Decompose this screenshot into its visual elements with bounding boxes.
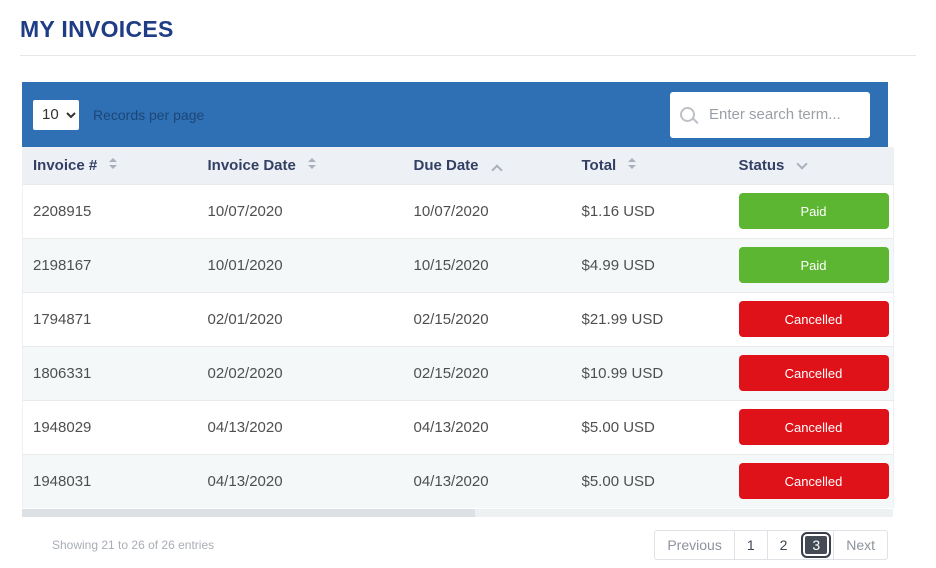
table-header-row: Invoice # Invoice Date Due Date Total St… [22,147,894,184]
page-button-3-active[interactable]: 3 [801,532,832,558]
sort-both-icon [109,157,118,169]
title-divider [20,55,916,56]
table-row: 1794871 02/01/2020 02/15/2020 $21.99 USD… [22,291,894,346]
status-cell: Cancelled [728,453,894,508]
page-button-2[interactable]: 2 [766,531,800,559]
search-box[interactable] [670,91,870,138]
invoice-number-cell: 1948031 [22,453,198,508]
status-cell: Cancelled [728,345,894,400]
status-badge[interactable]: Cancelled [738,355,889,391]
records-per-page-label: Records per page [93,106,205,123]
invoice-date-cell: 02/02/2020 [197,345,404,400]
invoice-date-cell: 04/13/2020 [197,453,404,508]
chevron-down-icon [796,158,809,170]
status-cell: Paid [728,237,894,292]
due-date-cell: 02/15/2020 [403,291,572,346]
invoice-number-cell: 2208915 [22,183,198,238]
column-label: Invoice # [33,156,98,174]
total-cell: $21.99 USD [571,291,729,346]
table-row: 1806331 02/02/2020 02/15/2020 $10.99 USD… [22,345,894,400]
column-label: Total [581,156,617,174]
entries-summary: Showing 21 to 26 of 26 entries [52,538,215,552]
status-badge[interactable]: Cancelled [738,409,889,445]
invoice-number-cell: 1794871 [22,291,198,346]
chevron-up-icon [490,164,503,176]
status-badge[interactable]: Cancelled [738,301,889,337]
horizontal-scrollbar-track[interactable] [22,509,893,517]
records-per-page-select[interactable]: 10 [33,99,79,130]
total-cell: $5.00 USD [571,399,729,454]
table-footer: Showing 21 to 26 of 26 entries Previous … [22,530,888,560]
column-header-invoice-date[interactable]: Invoice Date [197,147,404,184]
search-input[interactable] [707,105,857,124]
status-badge[interactable]: Paid [738,193,889,229]
table-controls-bar: 10 Records per page [22,82,888,147]
status-badge[interactable]: Paid [738,247,889,283]
table-row: 1948029 04/13/2020 04/13/2020 $5.00 USD … [22,399,894,454]
pagination: Previous 1 2 3 Next [654,530,888,560]
due-date-cell: 10/15/2020 [403,237,572,292]
horizontal-scrollbar-thumb[interactable] [22,509,475,517]
column-header-invoice-number[interactable]: Invoice # [22,147,198,184]
due-date-cell: 04/13/2020 [403,453,572,508]
column-header-status[interactable]: Status [728,147,894,184]
table-row: 2198167 10/01/2020 10/15/2020 $4.99 USD … [22,237,894,292]
total-cell: $1.16 USD [571,183,729,238]
due-date-cell: 02/15/2020 [403,345,572,400]
search-icon [680,107,695,122]
sort-both-icon [307,157,316,169]
invoice-date-cell: 10/07/2020 [197,183,404,238]
column-header-due-date[interactable]: Due Date [403,147,572,184]
status-cell: Cancelled [728,399,894,454]
invoice-number-cell: 1806331 [22,345,198,400]
total-cell: $4.99 USD [571,237,729,292]
table-row: 1948031 04/13/2020 04/13/2020 $5.00 USD … [22,453,894,508]
column-label: Status [738,156,785,174]
next-page-button[interactable]: Next [833,531,887,559]
due-date-cell: 04/13/2020 [403,399,572,454]
invoices-table: Invoice # Invoice Date Due Date Total St… [22,147,894,508]
column-label: Due Date [413,156,479,174]
column-header-total[interactable]: Total [571,147,729,184]
status-cell: Paid [728,183,894,238]
due-date-cell: 10/07/2020 [403,183,572,238]
records-per-page-group: 10 Records per page [33,99,205,130]
invoice-date-cell: 04/13/2020 [197,399,404,454]
table-row: 2208915 10/07/2020 10/07/2020 $1.16 USD … [22,183,894,238]
invoices-card: 10 Records per page Invoice # In [22,82,894,560]
invoice-date-cell: 10/01/2020 [197,237,404,292]
page-button-1[interactable]: 1 [733,531,767,559]
invoice-number-cell: 2198167 [22,237,198,292]
total-cell: $5.00 USD [571,453,729,508]
column-label: Invoice Date [207,156,296,174]
invoice-number-cell: 1948029 [22,399,198,454]
previous-page-button[interactable]: Previous [655,531,733,559]
sort-both-icon [628,157,637,169]
total-cell: $10.99 USD [571,345,729,400]
invoice-date-cell: 02/01/2020 [197,291,404,346]
status-cell: Cancelled [728,291,894,346]
status-badge[interactable]: Cancelled [738,463,889,500]
page-title: MY INVOICES [20,16,174,42]
